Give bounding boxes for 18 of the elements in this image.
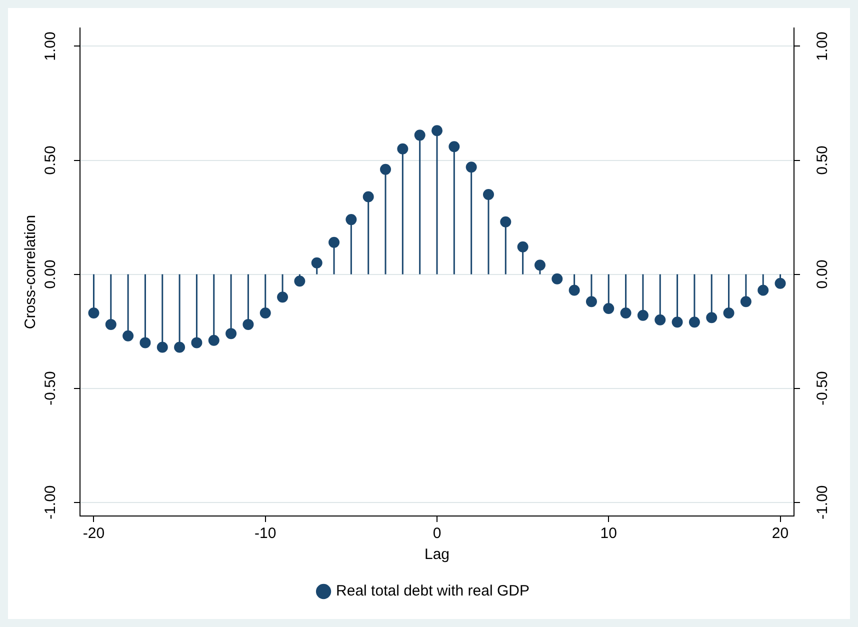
y-tick-label: 0.50 — [42, 146, 60, 175]
y2-tick-label: -0.50 — [814, 371, 832, 406]
y-tick-label: 1.00 — [42, 32, 60, 61]
x-axis-title: Lag — [424, 546, 450, 564]
y2-tick-label: -1.00 — [814, 485, 832, 520]
y-tick-label: -1.00 — [42, 485, 60, 520]
x-tick-label: 10 — [600, 525, 617, 542]
y2-tick-label: 0.00 — [814, 260, 832, 289]
y-tick-label: 0.00 — [42, 260, 60, 289]
y-tick-label: -0.50 — [42, 371, 60, 406]
x-tick-label: 0 — [432, 525, 442, 542]
x-tick-label: -20 — [82, 525, 105, 542]
x-tick-label: 20 — [772, 525, 789, 542]
y2-tick-label: 0.50 — [814, 146, 832, 175]
legend-label: Real total debt with real GDP — [336, 582, 530, 600]
x-tick-label: -10 — [254, 525, 276, 542]
y-axis-title: Cross-correlation — [22, 214, 40, 330]
y2-tick-label: 1.00 — [814, 32, 832, 61]
